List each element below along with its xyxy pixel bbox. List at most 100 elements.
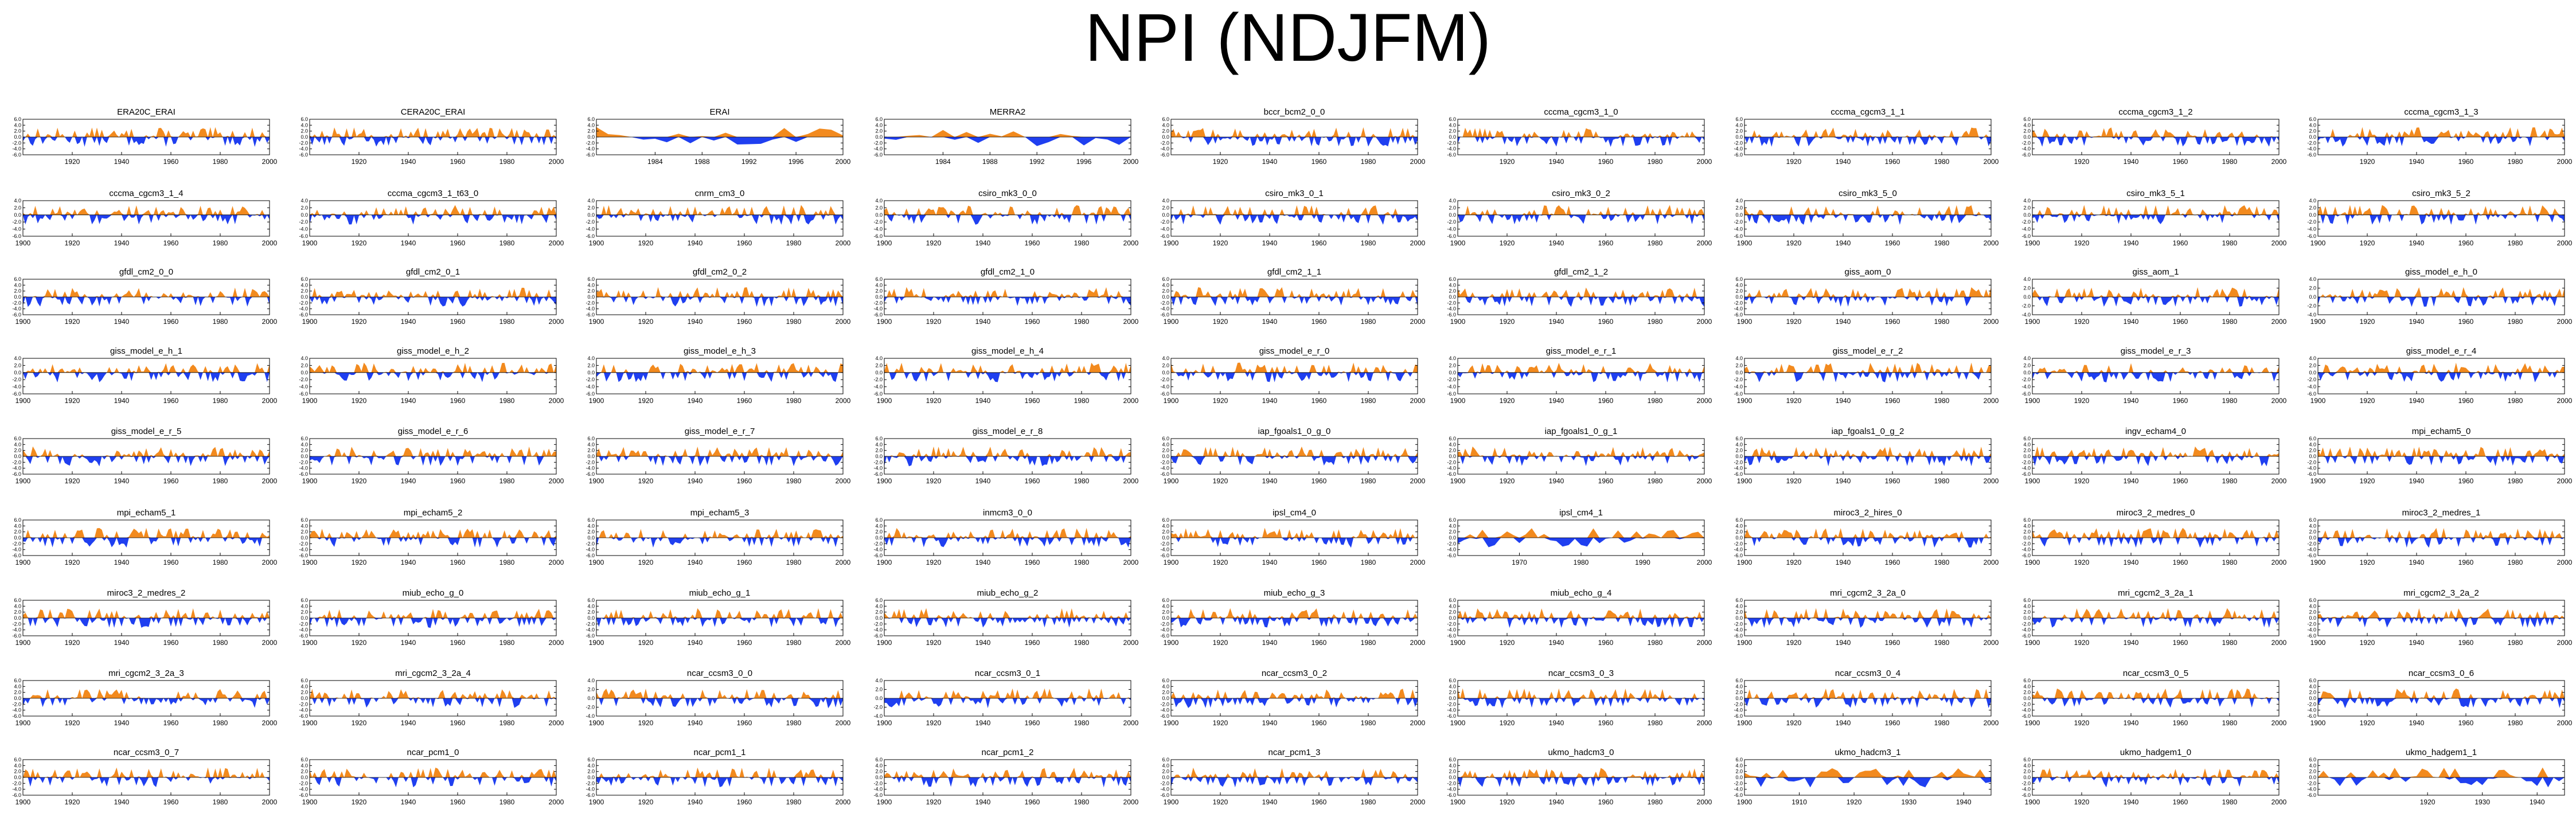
x-tick-label: 1920 [1786, 239, 1802, 247]
y-tick-label: -6.0 [586, 391, 595, 397]
x-tick-label: 1980 [213, 639, 228, 647]
y-tick-label: -4.0 [12, 226, 21, 232]
negative-area [596, 698, 843, 709]
x-tick-label: 1900 [2310, 639, 2326, 647]
y-tick-label: 6.0 [14, 436, 21, 441]
y-tick-label: 6.0 [875, 116, 883, 122]
y-tick-label: 4.0 [1735, 683, 1743, 689]
y-tick-label: -6.0 [299, 713, 308, 719]
y-tick-label: -4.0 [12, 384, 21, 390]
x-tick-label: 1900 [1737, 558, 1753, 566]
x-tick-label: 1920 [65, 719, 80, 727]
x-tick-label: 1992 [1029, 158, 1045, 166]
y-tick-label: 6.0 [587, 276, 595, 282]
y-tick-label: 2.0 [875, 128, 883, 134]
panel-title: mri_cgcm2_3_2a_3 [108, 668, 184, 678]
y-tick-label: -4.0 [1160, 627, 1169, 633]
x-tick-label: 1900 [589, 397, 604, 405]
x-tick-label: 1900 [589, 477, 604, 485]
y-tick-label: -2.0 [586, 300, 595, 306]
y-tick-label: 2.0 [2309, 690, 2316, 695]
x-tick-label: 1940 [1549, 719, 1564, 727]
x-tick-label: 1980 [1648, 719, 1663, 727]
negative-area [1744, 214, 1991, 225]
y-tick-label: -4.0 [2307, 627, 2316, 633]
y-tick-label: 6.0 [875, 276, 883, 282]
x-tick-label: 1900 [2025, 477, 2040, 485]
y-tick-label: 4.0 [14, 355, 21, 361]
y-tick-label: 0.0 [1162, 695, 1169, 701]
panel-title: inmcm3_0_0 [983, 508, 1032, 518]
x-tick-label: 1960 [1312, 558, 1327, 566]
positive-area [2032, 205, 2279, 215]
x-tick-label: 2000 [549, 558, 564, 566]
x-tick-label: 1960 [163, 719, 179, 727]
x-tick-label: 1900 [589, 239, 604, 247]
x-tick-label: 1980 [1934, 397, 1950, 405]
negative-area [1171, 137, 1418, 147]
y-tick-label: 2.0 [875, 769, 883, 775]
x-tick-label: 1920 [1500, 397, 1515, 405]
y-tick-label: -2.0 [2307, 780, 2316, 786]
x-tick-label: 1940 [2409, 239, 2425, 247]
x-tick-label: 1960 [737, 477, 752, 485]
y-tick-label: 6.0 [1735, 678, 1743, 683]
positive-area [884, 527, 1131, 538]
x-tick-label: 2000 [262, 318, 278, 326]
x-tick-label: 1996 [1076, 158, 1092, 166]
panel-title: ncar_ccsm3_0_6 [2409, 668, 2474, 678]
negative-area [2032, 698, 2279, 708]
panel-title: cnrm_cm3_0 [695, 189, 745, 198]
x-tick-label: 1940 [114, 558, 130, 566]
positive-area [23, 205, 270, 215]
x-tick-label: 1960 [450, 558, 466, 566]
y-tick-label: -2.0 [586, 621, 595, 627]
y-tick-label: 6.0 [1162, 678, 1169, 683]
x-tick-label: 2000 [1697, 798, 1712, 806]
x-tick-label: 1900 [2310, 558, 2326, 566]
x-tick-label: 1960 [1885, 158, 1900, 166]
y-tick-label: 4.0 [2023, 122, 2031, 128]
y-tick-label: 6.0 [2023, 116, 2031, 122]
y-tick-label: 2.0 [1449, 362, 1456, 368]
y-tick-label: 4.0 [1449, 198, 1456, 204]
x-tick-label: 1940 [975, 397, 991, 405]
x-tick-label: 2000 [836, 477, 851, 485]
x-tick-label: 1900 [2310, 397, 2326, 405]
positive-area [884, 446, 1131, 456]
y-tick-label: 4.0 [1735, 441, 1743, 447]
x-tick-label: 1980 [1648, 239, 1663, 247]
positive-area [2318, 608, 2565, 618]
x-tick-label: 1940 [975, 798, 991, 806]
panel-title: cccma_cgcm3_1_2 [2118, 107, 2192, 117]
y-tick-label: 6.0 [1449, 276, 1456, 282]
y-tick-label: 4.0 [1735, 198, 1743, 204]
x-tick-label: 1980 [213, 477, 228, 485]
x-tick-label: 1940 [1836, 158, 1851, 166]
x-tick-label: 1960 [2458, 639, 2474, 647]
x-tick-label: 1900 [2025, 239, 2040, 247]
x-tick-label: 1900 [1164, 318, 1179, 326]
positive-area [2318, 127, 2565, 137]
y-tick-label: 4.0 [1449, 683, 1456, 689]
x-tick-label: 1960 [1312, 158, 1327, 166]
positive-area [2032, 688, 2279, 698]
x-tick-label: 1980 [213, 158, 228, 166]
y-tick-label: 4.0 [587, 355, 595, 361]
x-tick-label: 1960 [1312, 719, 1327, 727]
x-tick-label: 1900 [1164, 239, 1179, 247]
x-tick-label: 1900 [1450, 397, 1466, 405]
y-tick-label: 4.0 [2309, 441, 2316, 447]
y-tick-label: -6.0 [2021, 633, 2031, 639]
negative-area [2318, 372, 2565, 382]
x-tick-label: 1900 [2025, 719, 2040, 727]
x-tick-label: 1980 [1074, 719, 1090, 727]
y-tick-label: -2.0 [586, 705, 595, 710]
y-tick-label: 2.0 [1449, 769, 1456, 775]
panel-title: cccma_cgcm3_1_1 [1830, 107, 1904, 117]
panel-title: ncar_ccsm3_0_1 [975, 668, 1040, 678]
x-tick-label: 1940 [688, 558, 703, 566]
negative-area [23, 372, 270, 382]
negative-area [884, 137, 1131, 146]
